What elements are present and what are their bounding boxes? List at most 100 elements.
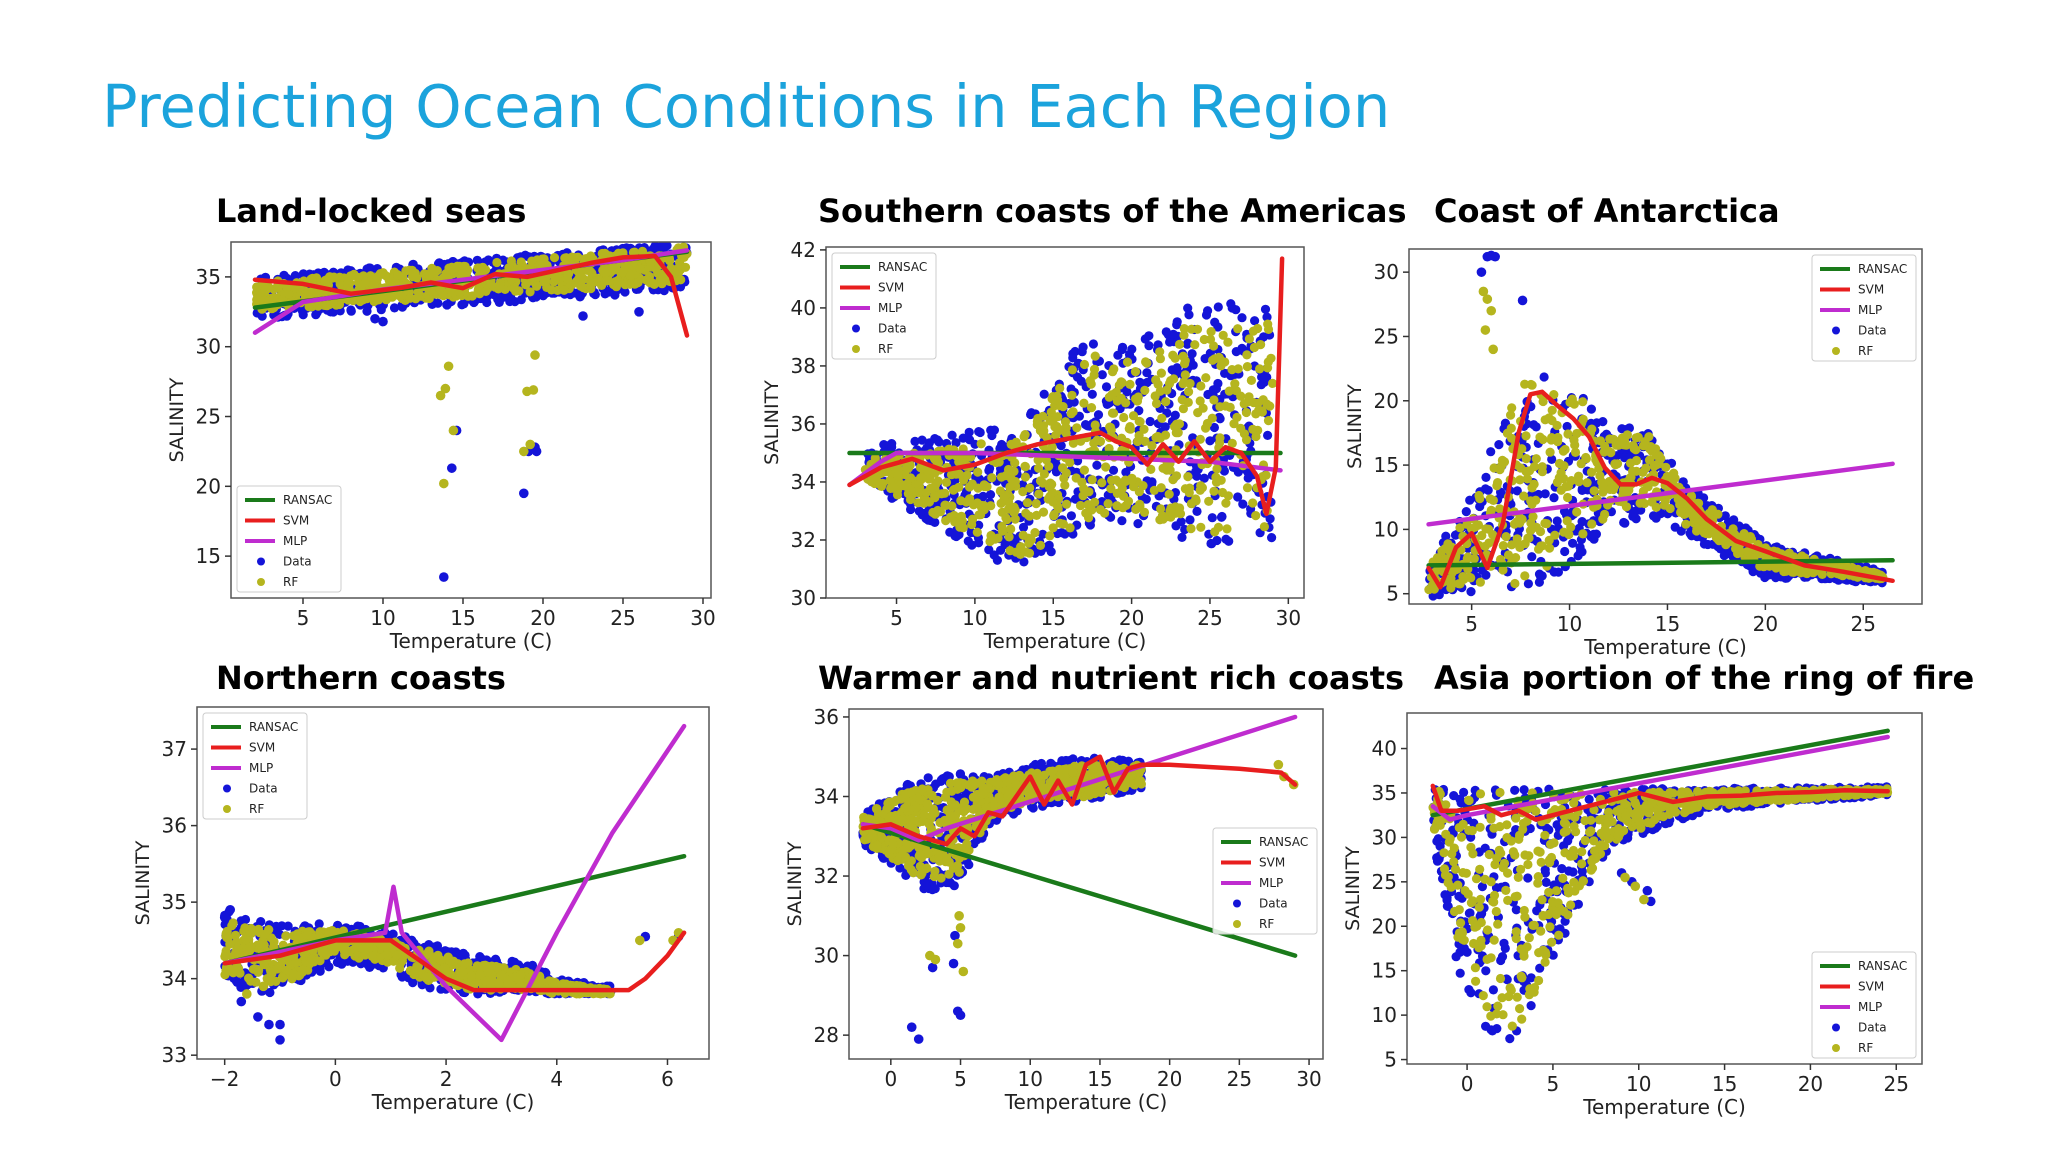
point-rf [440,383,451,394]
point-data [531,446,542,457]
cloud-point [303,287,313,297]
cloud-point [1031,499,1041,509]
cloud-point [1594,463,1604,474]
cloud-point [495,281,505,291]
cloud-point [1067,365,1077,375]
cloud-point [1185,515,1195,525]
cloud-point [1004,504,1014,514]
cloud-point [1547,454,1557,464]
cloud-point [1180,370,1190,380]
cloud-point [1582,478,1592,488]
cloud-point [1553,567,1563,577]
cloud-point [1106,484,1116,494]
cloud-point [866,477,877,487]
cloud-point [1544,543,1555,553]
cloud-point [1192,506,1202,516]
cloud-point [1604,446,1614,456]
cloud-point [1116,377,1126,387]
cloud-point [1106,422,1116,433]
cloud-point [1111,475,1121,485]
legend-label: MLP [878,301,902,315]
cloud-point [405,293,415,303]
cloud-point [1203,306,1213,316]
cloud-point [1177,532,1187,543]
cloud-point [1523,579,1533,589]
cloud-point [580,254,590,264]
cloud-point [951,438,961,448]
y-tick: 25 [1374,324,1409,348]
x-tick: 25 [1197,598,1223,630]
cloud-point [1220,357,1230,367]
legend-entry-ransac: RANSAC [245,493,332,507]
cloud-point [1178,379,1188,389]
cloud-point [1229,419,1239,429]
x-tick: 25 [610,598,636,630]
x-tick: 5 [297,598,309,630]
cloud-point [1077,347,1087,357]
cloud-point [1134,431,1144,441]
cloud-point [1048,523,1058,533]
cloud-point [1265,401,1275,411]
cloud-point [1429,584,1439,594]
cloud-point [1538,434,1548,445]
cloud-point [1488,530,1498,540]
y-tick: 30 [791,586,826,610]
x-tick-label: 20 [1753,612,1778,636]
cloud-point [1477,530,1487,541]
cloud-point [996,498,1006,508]
legend-marker [1832,347,1840,355]
cloud-point [922,496,932,506]
cloud-point [1665,503,1675,514]
legend-entry-mlp: MLP [245,534,307,548]
cloud-point [1483,485,1493,495]
cloud-point [1156,368,1166,378]
x-tick-label: 25 [610,606,635,630]
cloud-point [1242,350,1252,360]
cloud-point [1141,494,1151,504]
cloud-point [1542,519,1552,529]
cloud-point [264,296,274,306]
cloud-point [1070,494,1081,504]
y-axis-label: SALINITY [761,380,783,465]
cloud-point [1164,489,1174,499]
cloud-point [1207,513,1217,523]
cloud-point [389,303,400,313]
cloud-point [1539,372,1549,382]
cloud-point [978,491,988,501]
cloud-point [1260,304,1271,314]
cloud-point [1600,509,1610,519]
cloud-point [1076,376,1086,386]
cloud-point [1058,519,1068,529]
cloud-point [1227,303,1237,313]
cloud-point [360,278,370,288]
cloud-point [1119,412,1129,423]
cloud-point [1139,507,1150,517]
cloud-point [1560,546,1570,557]
cloud-point [1262,312,1272,322]
plot-frame [825,246,1305,599]
cloud-point [1517,514,1527,525]
cloud-point [1045,531,1055,541]
cloud-point [1633,505,1643,515]
cloud-point [1521,431,1531,441]
cloud-point [1085,520,1095,530]
cloud-point [1118,342,1128,352]
cloud-point [1068,438,1078,448]
point-data [447,463,457,473]
cloud-point [1461,507,1471,517]
cloud-point [438,291,448,301]
cloud-point [1558,446,1568,456]
x-tick-label: 10 [1557,612,1582,636]
legend-label: RANSAC [1858,262,1907,276]
legend-entry-svm: SVM [840,281,904,295]
cloud-point [1581,454,1591,464]
cloud-point [1223,491,1233,501]
cloud-point [441,269,451,279]
cloud-point [1087,389,1097,399]
cloud-point [1170,353,1180,363]
point-rf [1478,286,1489,297]
cloud-point [1670,522,1680,532]
cloud-point [625,271,636,281]
cloud-point [473,286,483,296]
x-tick-label: 15 [1655,612,1680,636]
